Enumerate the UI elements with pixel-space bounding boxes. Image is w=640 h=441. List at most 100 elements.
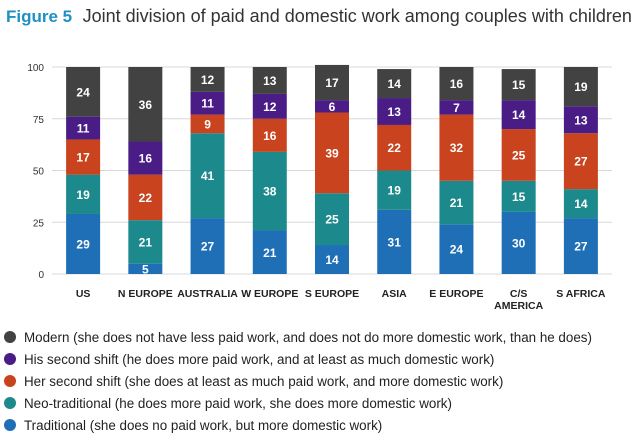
legend-dot-her-second-shift — [4, 375, 16, 387]
bar-value-label: 36 — [139, 98, 153, 112]
x-category-label: ASIA — [382, 288, 408, 300]
bar-segment-his-second-shift — [563, 106, 598, 134]
y-tick-label: 100 — [27, 63, 44, 74]
bar-segment-modern — [501, 69, 536, 101]
y-tick-label: 50 — [33, 167, 45, 178]
bar-segment-modern — [190, 67, 225, 92]
legend-item-her-second-shift: Her second shift (she does at least as m… — [4, 370, 636, 392]
bar-value-label: 39 — [325, 146, 339, 160]
legend-item-traditional: Traditional (she does no paid work, but … — [4, 414, 636, 436]
figure-number: Figure 5 — [6, 6, 73, 26]
bar-value-label: 27 — [574, 155, 588, 169]
bar-segment-his-second-shift — [66, 116, 101, 140]
bar-value-label: 13 — [574, 113, 588, 127]
bar-value-label: 27 — [201, 240, 215, 254]
legend-item-neo-traditional: Neo-traditional (he does more paid work,… — [4, 392, 636, 414]
bar-value-label: 11 — [77, 122, 90, 136]
bar-segment-his-second-shift — [252, 93, 287, 119]
bar-value-label: 14 — [574, 197, 588, 211]
bar-segment-traditional — [252, 230, 287, 274]
bar-value-label: 17 — [76, 151, 90, 165]
bar-value-label: 9 — [204, 117, 211, 131]
bar-segment-his-second-shift — [439, 100, 474, 115]
bar-value-label: 31 — [388, 235, 402, 249]
bar-segment-her-second-shift — [377, 124, 412, 171]
bar-value-label: 16 — [139, 152, 153, 166]
bar-value-label: 19 — [76, 188, 90, 202]
bar-segment-neo-traditional — [128, 220, 163, 264]
bar-value-label: 17 — [325, 76, 339, 90]
bar-value-label: 14 — [388, 77, 402, 91]
bar-value-label: 24 — [450, 243, 464, 257]
bar-value-label: 25 — [325, 213, 339, 227]
bar-value-label: 13 — [263, 74, 277, 88]
bar-segment-modern — [66, 67, 101, 117]
bar-value-label: 19 — [574, 80, 588, 94]
bar-segment-neo-traditional — [377, 170, 412, 210]
legend-label-modern: Modern (she does not have less paid work… — [24, 329, 592, 345]
bar-segment-his-second-shift — [315, 100, 349, 113]
bar-value-label: 16 — [450, 77, 464, 91]
y-tick-label: 0 — [38, 270, 44, 281]
bar-value-label: 29 — [76, 237, 90, 251]
bar-value-label: 12 — [263, 100, 277, 114]
bar-value-label: 7 — [453, 101, 460, 115]
bar-value-label: 25 — [512, 148, 526, 162]
bar-segment-her-second-shift — [128, 174, 163, 221]
bar-segment-modern — [315, 64, 349, 101]
x-category-label: E EUROPE — [429, 288, 483, 300]
bar-segment-her-second-shift — [252, 118, 287, 152]
bar-segment-neo-traditional — [563, 189, 598, 219]
bar-value-label: 16 — [263, 129, 277, 143]
bar-segment-traditional — [563, 218, 598, 274]
bar-segment-her-second-shift — [66, 139, 101, 175]
chart-legend: Modern (she does not have less paid work… — [4, 326, 636, 436]
figure-title: Joint division of paid and domestic work… — [82, 6, 632, 26]
bar-value-label: 5 — [142, 262, 149, 276]
y-tick-label: 75 — [33, 115, 45, 126]
legend-label-traditional: Traditional (she does no paid work, but … — [24, 417, 383, 433]
bar-segment-traditional — [190, 218, 225, 274]
legend-label-neo-traditional: Neo-traditional (he does more paid work,… — [24, 395, 452, 411]
legend-dot-neo-traditional — [4, 397, 16, 409]
x-category-label: S AFRICA — [556, 288, 606, 300]
bar-value-label: 6 — [329, 100, 336, 114]
bar-value-label: 15 — [512, 190, 526, 204]
bar-value-label: 19 — [388, 184, 402, 198]
bar-value-label: 22 — [139, 191, 153, 205]
bar-segment-modern — [377, 69, 412, 99]
bar-value-label: 13 — [388, 105, 402, 119]
x-category-label: N EUROPE — [118, 288, 173, 300]
bar-segment-modern — [252, 67, 287, 94]
bar-value-label: 21 — [139, 235, 153, 249]
bar-segment-his-second-shift — [377, 98, 412, 125]
bar-value-label: 27 — [574, 240, 588, 254]
bar-segment-her-second-shift — [190, 114, 225, 134]
bar-segment-traditional — [501, 211, 536, 274]
bar-segment-her-second-shift — [501, 129, 536, 181]
bar-value-label: 21 — [450, 196, 464, 210]
bar-segment-traditional — [128, 263, 163, 274]
x-category-label: AMERICA — [494, 300, 543, 312]
legend-label-his-second-shift: His second shift (he does more paid work… — [24, 351, 495, 367]
bar-segment-neo-traditional — [190, 133, 225, 219]
bar-segment-traditional — [439, 224, 474, 274]
bar-value-label: 21 — [263, 246, 277, 260]
legend-dot-traditional — [4, 419, 16, 431]
y-tick-label: 25 — [33, 218, 45, 229]
x-category-label: AUSTRALIA — [177, 288, 238, 300]
figure-title-row: Figure 5 Joint division of paid and dome… — [6, 6, 636, 36]
bar-segment-neo-traditional — [252, 151, 287, 231]
bar-value-label: 38 — [263, 185, 277, 199]
stacked-bar-chart: 0 25 50 75 100 29 19 17 11 24 US 5 21 22 16 36 N EUROPE 2… — [27, 63, 612, 312]
legend-label-her-second-shift: Her second shift (she does at least as m… — [24, 373, 504, 389]
legend-item-his-second-shift: His second shift (he does more paid work… — [4, 348, 636, 370]
bar-segment-neo-traditional — [315, 193, 349, 246]
bar-segment-her-second-shift — [439, 114, 474, 181]
bar-segment-his-second-shift — [501, 100, 536, 130]
bar-value-label: 15 — [512, 78, 526, 92]
legend-item-modern: Modern (she does not have less paid work… — [4, 326, 636, 348]
bar-segment-neo-traditional — [66, 174, 101, 214]
bar-segment-her-second-shift — [563, 133, 598, 190]
bar-segment-modern — [439, 67, 474, 101]
